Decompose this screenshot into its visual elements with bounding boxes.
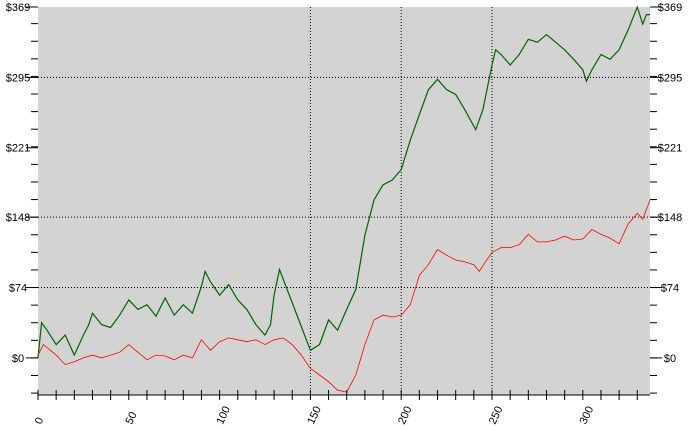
x-tick-label: 150	[305, 405, 324, 427]
y-tick-label: $369	[658, 2, 682, 14]
x-axis-labels: 0 50 100 150 200 250 300	[33, 405, 596, 427]
y-tick-label: $0	[12, 353, 24, 365]
y-axis-right-labels: $0 $74 $148 $221 $295 $369	[658, 2, 682, 365]
y-tick-label: $295	[658, 72, 682, 84]
plot-area	[38, 7, 650, 395]
x-tick-label: 250	[487, 405, 506, 427]
y-tick-label: $148	[6, 212, 30, 224]
x-tick-label: 200	[396, 405, 415, 427]
y-tick-label: $148	[658, 212, 682, 224]
y-tick-label: $221	[6, 143, 30, 155]
y-tick-label: $369	[6, 2, 30, 14]
y-tick-label: $74	[661, 283, 679, 295]
x-tick-label: 300	[578, 405, 597, 427]
x-tick-label: 0	[33, 416, 46, 427]
y-tick-label: $74	[9, 283, 27, 295]
y-axis-left-labels: $0 $74 $148 $221 $295 $369	[6, 2, 30, 365]
y-tick-label: $221	[658, 143, 682, 155]
y-tick-label: $0	[664, 353, 676, 365]
grid-lines	[38, 7, 650, 395]
x-tick-label: 50	[124, 410, 140, 426]
axes	[26, 6, 662, 400]
series-line-1	[37, 5, 650, 358]
y-tick-label: $295	[6, 72, 30, 84]
series-group	[37, 5, 651, 393]
series-line-2	[37, 199, 651, 393]
x-tick-label: 100	[214, 405, 233, 427]
